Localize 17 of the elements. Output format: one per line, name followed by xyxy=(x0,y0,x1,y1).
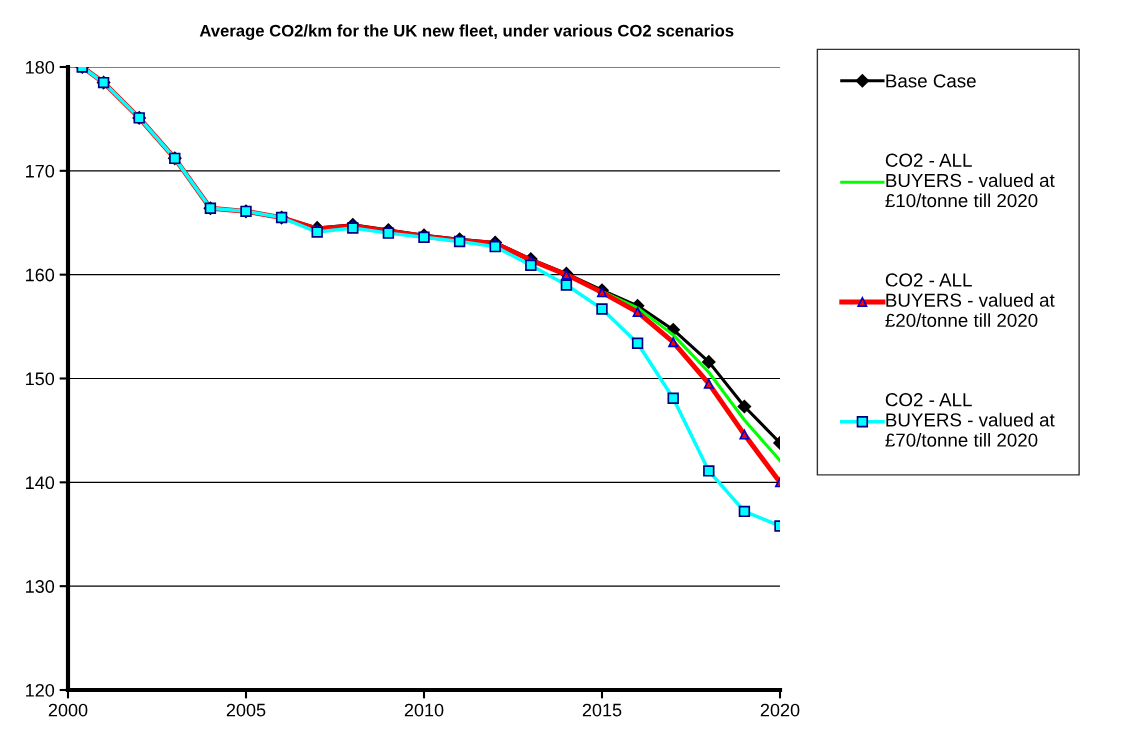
legend-label: CO2 - ALL BUYERS - valued at £70/tonne till 2020 xyxy=(885,393,1055,447)
y-tick-label: 180 xyxy=(26,60,55,74)
y-tick-label: 170 xyxy=(26,164,55,178)
x-tick-label: 2020 xyxy=(760,703,800,717)
y-tick-label: 160 xyxy=(26,268,55,282)
x-tick-label: 2015 xyxy=(582,703,622,717)
legend-label: CO2 - ALL BUYERS - valued at £20/tonne till 2020 xyxy=(885,273,1055,328)
y-tick-label: 150 xyxy=(26,372,55,386)
y-tick-label: 130 xyxy=(26,580,55,593)
legend-label: Base Case xyxy=(886,74,976,88)
chart-title: Average CO2/km for the UK new fleet, under various CO2 scenarios xyxy=(199,24,734,40)
x-tick-label: 2000 xyxy=(48,703,88,717)
x-tick-label: 2005 xyxy=(226,703,266,717)
y-tick-label: 120 xyxy=(26,683,55,697)
y-tick-label: 140 xyxy=(26,476,55,490)
x-tick-label: 2010 xyxy=(404,703,444,717)
legend-label: CO2 - ALL BUYERS - valued at £10/tonne till 2020 xyxy=(885,153,1055,208)
